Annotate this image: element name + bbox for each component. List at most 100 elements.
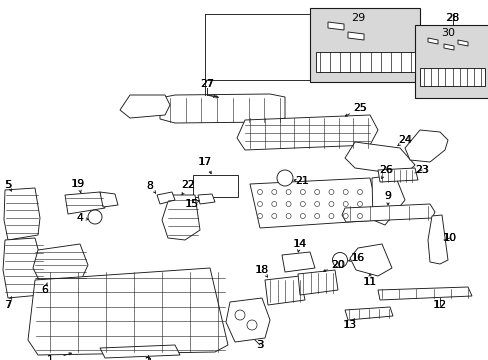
Circle shape [271,213,276,219]
Circle shape [343,189,347,194]
Text: 10: 10 [443,233,456,243]
Text: 4: 4 [76,213,83,223]
Circle shape [357,189,362,194]
Bar [419,68,484,86]
Text: 27: 27 [200,79,213,89]
Text: 5: 5 [4,180,12,190]
Text: 27: 27 [200,79,214,89]
Text: 13: 13 [343,320,356,330]
Circle shape [314,202,319,207]
Text: 18: 18 [255,265,268,275]
Text: 6: 6 [41,285,48,295]
Circle shape [357,202,362,207]
Circle shape [257,189,262,194]
Circle shape [343,202,347,207]
Polygon shape [225,298,269,342]
Text: 17: 17 [198,157,212,167]
Polygon shape [345,142,414,175]
Polygon shape [65,192,105,214]
Polygon shape [347,32,363,40]
Text: 16: 16 [350,253,364,263]
Circle shape [328,202,333,207]
Polygon shape [162,195,200,240]
Polygon shape [377,287,471,300]
Polygon shape [3,238,45,298]
Text: 7: 7 [5,300,11,310]
Text: 26: 26 [378,165,392,175]
Polygon shape [345,307,392,320]
Polygon shape [297,270,337,295]
Circle shape [235,310,244,320]
Polygon shape [377,168,417,182]
Circle shape [328,189,333,194]
Text: 24: 24 [398,135,411,145]
Text: 28: 28 [446,13,459,23]
Text: 19: 19 [71,179,84,189]
Polygon shape [198,194,215,204]
Polygon shape [33,244,88,282]
Text: 8: 8 [146,181,153,191]
Circle shape [88,210,102,224]
Text: 16: 16 [351,253,364,263]
Polygon shape [100,192,118,207]
Text: 23: 23 [414,165,428,175]
Text: 15: 15 [185,199,198,209]
Polygon shape [249,178,379,228]
Polygon shape [457,40,467,46]
Text: 23: 23 [414,165,428,175]
Circle shape [271,189,276,194]
Bar [315,52,414,72]
Text: 29: 29 [350,13,365,23]
Text: 25: 25 [353,103,366,113]
Text: 10: 10 [442,233,456,243]
Polygon shape [282,252,314,272]
Polygon shape [160,94,285,123]
Text: 8: 8 [146,181,153,191]
Polygon shape [100,345,180,358]
Polygon shape [404,130,447,162]
Text: 5: 5 [5,180,11,190]
Text: 20: 20 [330,260,345,270]
Text: 26: 26 [379,165,392,175]
Circle shape [300,189,305,194]
Circle shape [285,202,290,207]
Text: 9: 9 [384,191,391,201]
Bar [414,25,488,98]
Text: 13: 13 [342,320,356,330]
Circle shape [314,189,319,194]
Text: 14: 14 [292,239,306,249]
Text: 30: 30 [440,28,454,38]
Text: 2: 2 [144,357,151,360]
Polygon shape [237,115,377,150]
Polygon shape [264,276,305,305]
Text: 12: 12 [432,300,446,310]
Circle shape [257,202,262,207]
Circle shape [285,213,290,219]
Text: 15: 15 [184,199,199,209]
Polygon shape [371,175,404,225]
Text: 2: 2 [144,357,151,360]
Polygon shape [427,215,447,264]
Circle shape [276,170,292,186]
Text: 11: 11 [363,277,376,287]
Text: 28: 28 [444,13,458,23]
Polygon shape [349,244,391,276]
Text: 1: 1 [46,355,53,360]
Text: 1: 1 [46,355,53,360]
Text: 14: 14 [293,239,306,249]
Text: 11: 11 [362,277,376,287]
Text: 4: 4 [77,213,83,223]
Text: 21: 21 [294,176,308,186]
Text: 3: 3 [256,340,263,350]
Text: 7: 7 [4,300,12,310]
Circle shape [314,213,319,219]
Polygon shape [157,192,175,204]
Text: 20: 20 [331,260,344,270]
Text: 19: 19 [71,179,85,189]
Polygon shape [4,188,40,240]
Bar [193,175,238,197]
Polygon shape [120,95,170,118]
Circle shape [257,213,262,219]
Text: 3: 3 [256,340,263,350]
Text: 17: 17 [198,157,211,167]
